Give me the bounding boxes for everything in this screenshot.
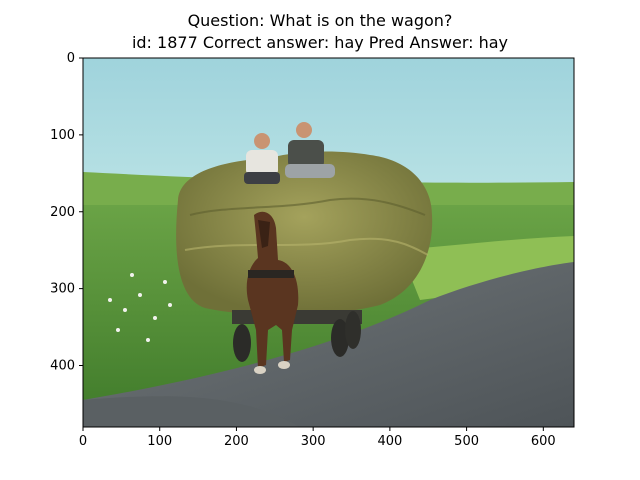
photo-image [83,58,574,427]
x-tick-label: 300 [301,434,326,449]
figure-title-question: Question: What is on the wagon? [187,11,453,30]
y-tick-label: 200 [50,205,75,220]
x-tick-label: 0 [79,434,87,449]
y-axis: 0 100 200 300 400 [50,51,83,374]
axes-frame [82,57,575,428]
hay-strands-light [184,237,429,256]
y-tick-label: 300 [50,282,75,297]
y-tick-label: 0 [67,51,75,66]
x-tick-label: 200 [224,434,249,449]
man-left [244,133,280,184]
x-tick-label: 600 [531,434,556,449]
wagon-wheel-left [233,324,251,362]
hay-strands [189,197,426,216]
horse [246,211,299,374]
hay-load [176,151,433,316]
road [83,262,574,427]
x-tick-label: 100 [147,434,172,449]
road-shadow [83,396,300,427]
y-tick-label: 400 [50,359,75,374]
wagon-wheel-right [345,311,361,349]
x-tick-label: 400 [377,434,402,449]
figure-title-answers: id: 1877 Correct answer: hay Pred Answer… [131,33,509,52]
wagon-wheel-middle [331,319,349,357]
x-axis: 0 100 200 300 400 500 600 [79,427,556,449]
man-right [285,122,335,178]
wildflowers [108,273,172,342]
x-tick-label: 500 [454,434,479,449]
y-tick-label: 100 [50,128,75,143]
